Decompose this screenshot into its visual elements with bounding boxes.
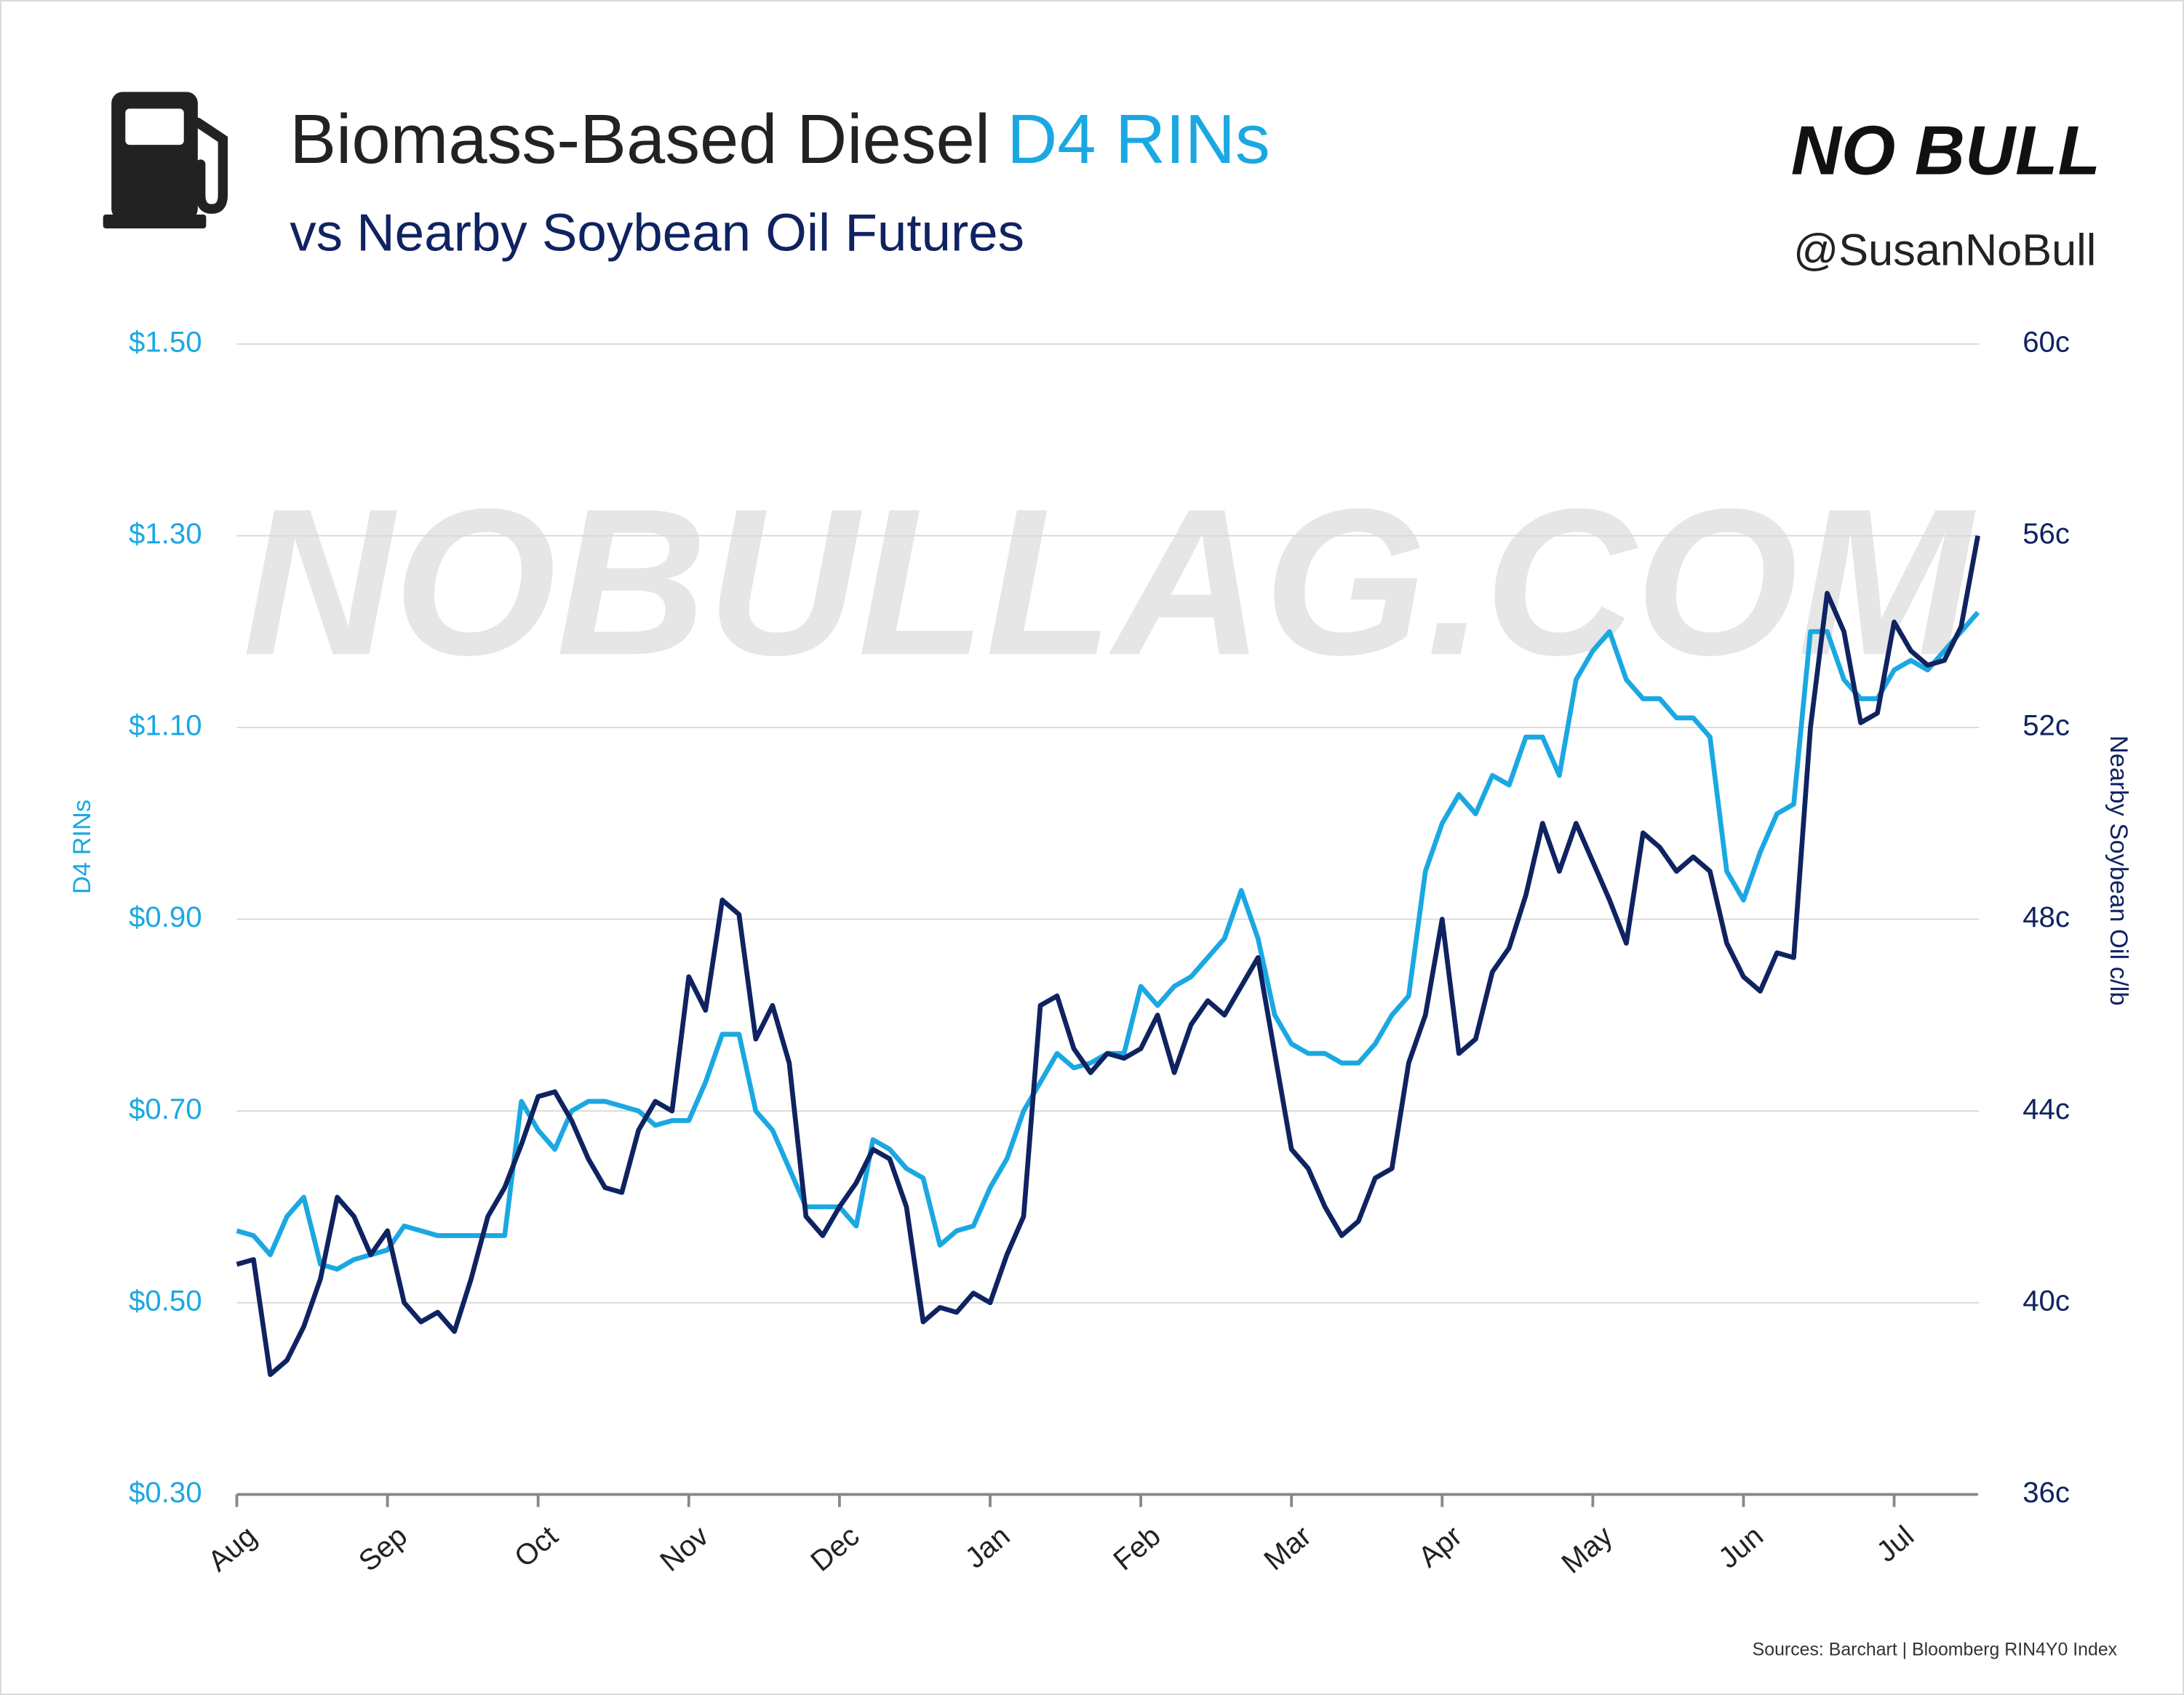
chart-title-group: Biomass-Based Diesel D4 RINs bbox=[290, 100, 1270, 178]
y2-axis-label: Nearby Soybean Oil c/lb bbox=[2105, 735, 2132, 1006]
subtitle-prefix: vs bbox=[290, 204, 343, 263]
subtitle-group: vs Nearby Soybean Oil Futures bbox=[290, 204, 1024, 263]
brand-logo: NO BULL bbox=[1791, 112, 2100, 190]
y-tick-label: $1.30 bbox=[129, 517, 202, 550]
series-line bbox=[236, 535, 1980, 1377]
y-tick-label: $0.90 bbox=[129, 901, 202, 933]
y2-tick-label: 44c bbox=[2022, 1093, 2070, 1125]
watermark: NOBULLAG.COM bbox=[243, 465, 1978, 698]
chart-title-highlight: D4 RINs bbox=[1007, 100, 1270, 178]
y-axis-label: D4 RINs bbox=[68, 799, 96, 894]
y2-tick-label: 60c bbox=[2022, 326, 2070, 359]
y-tick-label: $1.10 bbox=[129, 709, 202, 742]
y-tick-label: $0.70 bbox=[129, 1093, 202, 1125]
y2-tick-label: 52c bbox=[2022, 709, 2070, 742]
y2-tick-label: 48c bbox=[2022, 901, 2070, 933]
y-tick-label: $0.50 bbox=[129, 1284, 202, 1317]
y2-tick-label: 36c bbox=[2022, 1476, 2070, 1509]
y-tick-label: $1.50 bbox=[129, 326, 202, 359]
chart-title: Biomass-Based Diesel bbox=[290, 100, 990, 178]
y2-tick-label: 40c bbox=[2022, 1284, 2070, 1317]
y-tick-label: $0.30 bbox=[129, 1476, 202, 1509]
handle: @SusanNoBull bbox=[1793, 226, 2096, 275]
source: Sources: Barchart | Bloomberg RIN4Y0 Ind… bbox=[1753, 1639, 2118, 1659]
chart-subtitle: Nearby Soybean Oil Futures bbox=[356, 204, 1024, 263]
fuel-icon bbox=[103, 92, 228, 228]
y2-tick-label: 56c bbox=[2022, 517, 2070, 550]
